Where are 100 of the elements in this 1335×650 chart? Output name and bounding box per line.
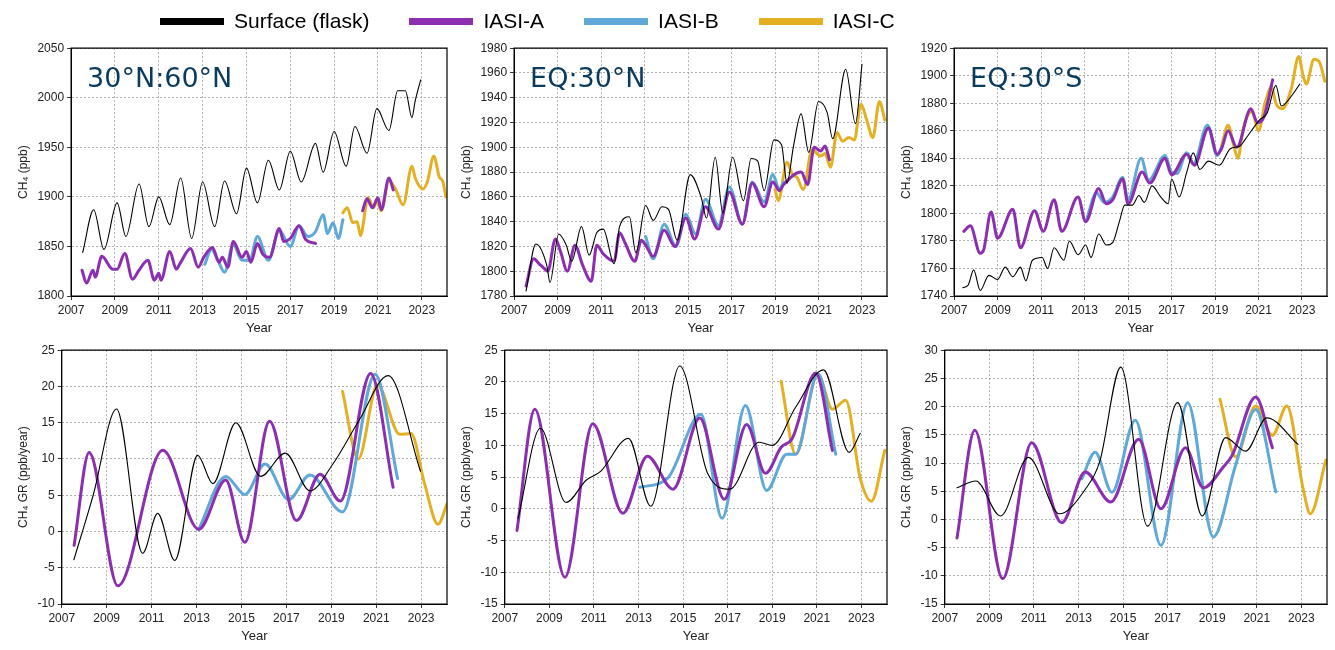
x-tick-label: 2023 [408, 302, 436, 317]
y-tick-label: 2000 [37, 90, 65, 105]
x-axis-title: Year [1122, 627, 1150, 643]
x-tick-label: 2009 [984, 302, 1012, 317]
legend-label: IASI-A [483, 9, 545, 33]
y-tick-label: 10 [484, 437, 499, 452]
x-tick-label: 2023 [848, 610, 876, 625]
y-tick-label: -10 [920, 568, 939, 583]
x-tick-label: 2017 [1158, 302, 1186, 317]
y-tick-label: -5 [487, 532, 499, 547]
y-tick-label: 10 [924, 455, 939, 470]
x-tick-label: 2009 [975, 610, 1003, 625]
x-tick-label: 2013 [625, 610, 653, 625]
x-tick-label: 2017 [714, 610, 742, 625]
x-tick-label: 2021 [1245, 302, 1273, 317]
y-axis-title: CH₄ GR (ppb/year) [898, 426, 913, 528]
y-tick-label: -5 [44, 560, 56, 575]
y-tick-label: 1920 [920, 40, 948, 55]
y-tick-label: 10 [41, 451, 56, 466]
x-axis-title: Year [245, 319, 273, 335]
x-tick-label: 2007 [931, 610, 959, 625]
y-tick-label: 2050 [37, 40, 65, 55]
y-tick-label: 1840 [480, 213, 508, 228]
x-tick-label: 2009 [101, 302, 129, 317]
x-tick-label: 2011 [588, 302, 615, 317]
y-tick-label: 1800 [920, 205, 948, 220]
y-axis-title: CH₄ (ppb) [898, 145, 913, 199]
y-tick-label: 0 [491, 501, 499, 516]
x-tick-label: 2021 [364, 302, 392, 317]
y-tick-label: 0 [931, 511, 939, 526]
x-tick-label: 2015 [233, 302, 261, 317]
x-tick-label: 2015 [228, 610, 256, 625]
x-tick-label: 2015 [669, 610, 697, 625]
annotation: EQ:30°N [530, 61, 646, 93]
y-tick-label: 30 [924, 342, 939, 357]
y-tick-label: 0 [48, 523, 56, 538]
x-axis-title: Year [241, 627, 269, 643]
x-tick-label: 2021 [805, 302, 833, 317]
y-tick-label: -10 [37, 596, 56, 611]
x-tick-label: 2013 [631, 302, 659, 317]
y-tick-label: 1800 [480, 263, 508, 278]
x-tick-label: 2023 [1288, 610, 1316, 625]
x-tick-label: 2021 [803, 610, 831, 625]
x-tick-label: 2019 [1198, 610, 1226, 625]
x-tick-label: 2017 [276, 302, 304, 317]
x-tick-label: 2021 [362, 610, 390, 625]
y-tick-label: -15 [920, 596, 939, 611]
x-tick-label: 2007 [940, 302, 968, 317]
y-tick-label: 1900 [920, 68, 948, 83]
x-tick-label: 2021 [1243, 610, 1271, 625]
y-tick-label: 1820 [480, 238, 508, 253]
y-tick-label: 1860 [480, 189, 508, 204]
x-tick-label: 2007 [500, 302, 528, 317]
legend-label: Surface (flask) [234, 9, 370, 33]
x-tick-label: 2015 [1114, 302, 1142, 317]
y-axis-title: CH₄ GR (ppb/year) [458, 426, 473, 528]
y-tick-label: 20 [924, 398, 939, 413]
legend-label: IASI-B [658, 9, 719, 33]
x-tick-label: 2015 [674, 302, 702, 317]
annotation: EQ:30°S [970, 61, 1083, 93]
y-tick-label: 25 [484, 342, 499, 357]
x-tick-label: 2023 [848, 302, 876, 317]
y-tick-label: 1780 [920, 233, 948, 248]
x-tick-label: 2017 [718, 302, 746, 317]
y-tick-label: 25 [924, 370, 939, 385]
x-axis-title: Year [687, 319, 715, 335]
x-tick-label: 2009 [544, 302, 572, 317]
x-axis-title: Year [1127, 319, 1155, 335]
x-tick-label: 2015 [1109, 610, 1137, 625]
y-tick-label: 1850 [37, 238, 65, 253]
y-tick-label: 15 [41, 415, 56, 430]
legend-label: IASI-C [832, 9, 895, 33]
y-tick-label: 1900 [480, 139, 508, 154]
x-tick-label: 2011 [145, 302, 172, 317]
x-tick-label: 2019 [317, 610, 345, 625]
x-tick-label: 2007 [57, 302, 85, 317]
x-tick-label: 2007 [491, 610, 519, 625]
x-tick-label: 2013 [189, 302, 217, 317]
x-tick-label: 2019 [761, 302, 789, 317]
y-axis-title: CH₄ (ppb) [458, 145, 473, 199]
x-tick-label: 2011 [1028, 302, 1055, 317]
y-tick-label: 1780 [480, 288, 508, 303]
y-tick-label: 1740 [920, 288, 948, 303]
y-tick-label: 1940 [480, 90, 508, 105]
y-tick-label: 5 [931, 483, 939, 498]
x-tick-label: 2007 [48, 610, 76, 625]
y-tick-label: -15 [480, 596, 499, 611]
x-tick-label: 2017 [1154, 610, 1182, 625]
x-tick-label: 2019 [1201, 302, 1229, 317]
y-tick-label: 25 [41, 342, 56, 357]
x-tick-label: 2013 [183, 610, 211, 625]
y-tick-label: 1760 [920, 260, 948, 275]
y-tick-label: 1920 [480, 114, 508, 129]
annotation: 30°N:60°N [87, 61, 233, 93]
y-tick-label: 1960 [480, 65, 508, 80]
x-tick-label: 2009 [93, 610, 121, 625]
y-tick-label: 15 [484, 405, 499, 420]
y-tick-label: 1860 [920, 123, 948, 138]
y-axis-title: CH₄ (ppb) [15, 145, 30, 199]
x-axis-title: Year [682, 627, 710, 643]
